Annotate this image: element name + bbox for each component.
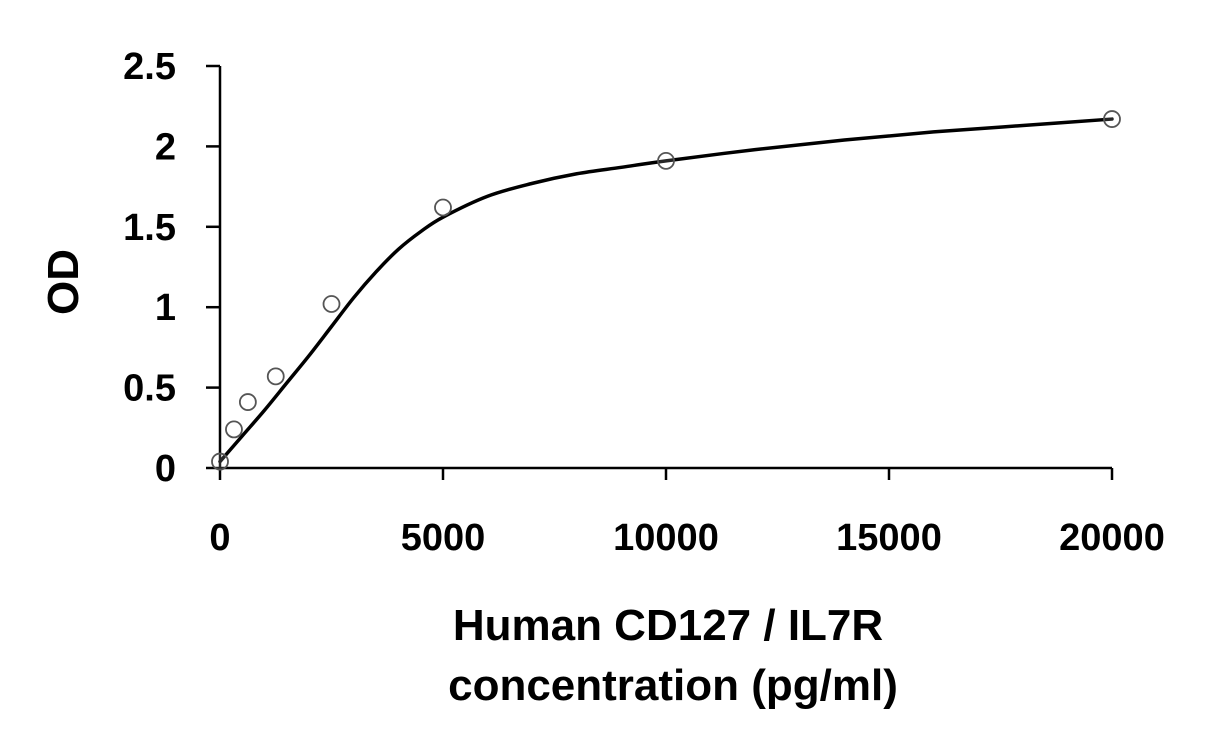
y-axis-title: OD: [39, 249, 88, 315]
x-tick-label: 5000: [401, 517, 486, 559]
x-tick-label: 20000: [1059, 517, 1165, 559]
data-point: [322, 295, 341, 313]
x-axis-title-line-1: Human CD127 / IL7R: [453, 601, 883, 650]
y-tick-label: 0.5: [123, 368, 176, 410]
x-axis-title-line-2: concentration (pg/ml): [448, 661, 898, 710]
data-point: [238, 393, 257, 411]
data-points-layer: [211, 110, 1121, 471]
data-point: [1103, 110, 1121, 128]
x-tick-label: 10000: [613, 517, 719, 559]
data-point: [266, 367, 285, 386]
ticks: 0 0.5 1 1.5 2 2.5 0 5000 10000 15000 20000: [123, 46, 1165, 559]
x-tick-label: 0: [209, 517, 230, 559]
data-point: [225, 420, 243, 439]
axes: [218, 66, 1112, 470]
data-point: [434, 198, 452, 217]
y-tick-label: 2: [155, 126, 176, 168]
data-point: [657, 151, 675, 170]
x-tick-label: 15000: [836, 517, 942, 559]
fit-curve-layer: [218, 117, 1114, 464]
y-tick-label: 1.5: [123, 207, 176, 249]
axis-titles: OD Human CD127 / IL7R concentration (pg/…: [39, 249, 898, 710]
y-tick-label: 1: [155, 287, 176, 329]
fit-curve: [218, 117, 1114, 464]
data-point: [211, 452, 229, 471]
y-tick-label: 2.5: [123, 46, 176, 88]
y-tick-label: 0: [155, 448, 176, 490]
